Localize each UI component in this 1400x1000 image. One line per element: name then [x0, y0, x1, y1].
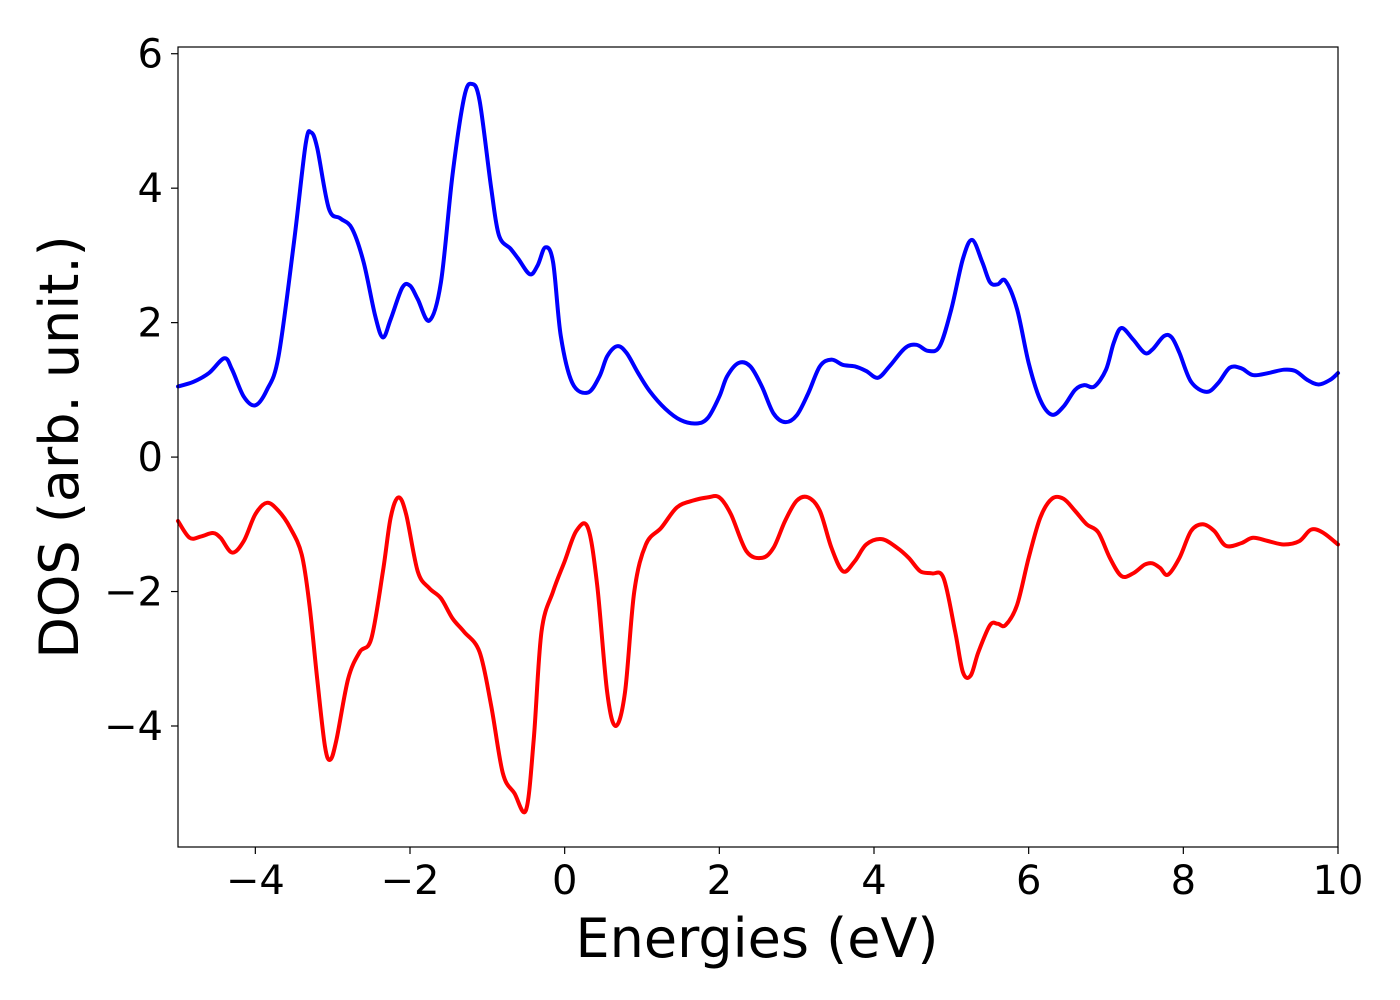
y-tick-label: 6 [138, 32, 163, 78]
x-tick-label: 4 [861, 858, 886, 904]
plot-frame [177, 46, 1339, 848]
x-tick-label: 10 [1313, 858, 1364, 904]
y-tick-label: −2 [104, 570, 163, 616]
y-tick-label: −4 [104, 704, 163, 750]
series-line-1 [176, 81, 1340, 426]
x-tick-label: −4 [226, 858, 285, 904]
x-axis-label: Energies (eV) [576, 907, 939, 970]
series-line-2 [176, 494, 1340, 815]
x-tick-label: −2 [381, 858, 440, 904]
x-tick-label: 8 [1171, 858, 1196, 904]
y-tick-label: 2 [138, 301, 163, 347]
x-tick-label: 0 [552, 858, 577, 904]
x-axis-ticks: −4 −2 0 2 4 6 8 10 [226, 847, 1364, 904]
x-tick-label: 2 [707, 858, 732, 904]
y-axis-label: DOS (arb. unit.) [28, 235, 91, 658]
y-axis-ticks: −4 −2 0 2 4 6 [104, 32, 178, 750]
x-tick-label: 6 [1016, 858, 1041, 904]
y-tick-label: 4 [138, 166, 163, 212]
series-layer [176, 81, 1340, 815]
y-tick-label: 0 [138, 435, 163, 481]
